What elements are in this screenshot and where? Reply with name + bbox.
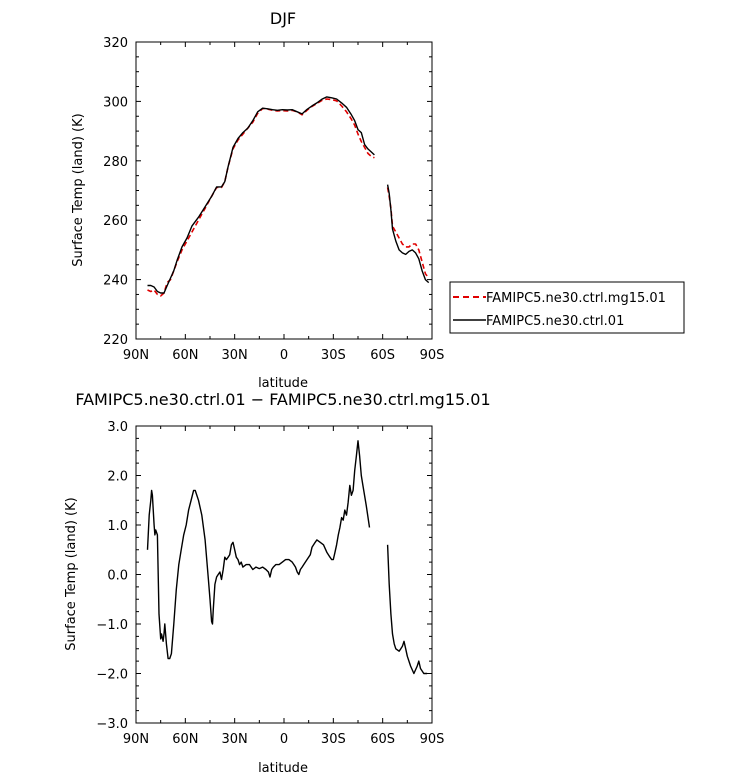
- bottom-y-tick-label: 2.0: [107, 470, 128, 485]
- legend-label-ctrl: FAMIPC5.ne30.ctrl.01: [486, 314, 624, 329]
- bottom-chart-title: FAMIPC5.ne30.ctrl.01 − FAMIPC5.ne30.ctrl…: [75, 390, 490, 409]
- top-x-tick-label: 0: [280, 348, 288, 363]
- bottom-x-tick-label: 60S: [370, 732, 395, 747]
- bottom-x-tick-label: 60N: [172, 732, 198, 747]
- top-y-tick-label: 260: [103, 214, 128, 229]
- legend-box: [449, 281, 685, 334]
- top-y-axis-label: Surface Temp (land) (K): [71, 113, 86, 266]
- bottom-x-tick-label: 90N: [123, 732, 149, 747]
- bottom-x-tick-label: 30S: [321, 732, 346, 747]
- bottom-series-0-line-segment: [146, 440, 371, 660]
- legend: FAMIPC5.ne30.ctrl.mg15.01 FAMIPC5.ne30.c…: [449, 281, 685, 334]
- top-x-tick-label: 30N: [222, 348, 248, 363]
- top-series-1-line-segment: [386, 184, 430, 284]
- bottom-y-tick-label: 0.0: [107, 569, 128, 584]
- bottom-y-tick-label: −1.0: [96, 618, 128, 633]
- top-x-tick-label: 60N: [172, 348, 198, 363]
- bottom-y-tick-label: −3.0: [96, 717, 128, 732]
- top-chart-title: DJF: [270, 9, 296, 28]
- bottom-x-axis-label: latitude: [258, 761, 308, 776]
- bottom-x-tick-label: 0: [280, 732, 288, 747]
- bottom-y-tick-label: 3.0: [107, 420, 128, 435]
- bottom-x-tick-label: 30N: [222, 732, 248, 747]
- bottom-y-tick-label: −2.0: [96, 668, 128, 683]
- top-series-1-line-segment: [147, 96, 375, 294]
- top-y-tick-label: 240: [103, 274, 128, 289]
- top-x-tick-label: 60S: [370, 348, 395, 363]
- top-x-tick-label: 90N: [123, 348, 149, 363]
- top-y-tick-label: 220: [103, 333, 128, 348]
- top-x-tick-label: 90S: [420, 348, 445, 363]
- top-x-tick-label: 30S: [321, 348, 346, 363]
- bottom-axis-ticks: 90N 60N 30N 0 30S 60S 90S −3.0 −2.0 −1.0 0.0 1.0 2.0…: [96, 420, 444, 747]
- top-x-axis-label: latitude: [258, 376, 308, 391]
- top-y-tick-label: 300: [103, 95, 128, 110]
- top-y-tick-label: 280: [103, 155, 128, 170]
- bottom-series-lines: [146, 440, 428, 675]
- bottom-plot-frame: [135, 425, 433, 724]
- bottom-x-tick-label: 90S: [420, 732, 445, 747]
- top-series-lines: [147, 96, 430, 297]
- legend-label-mg15: FAMIPC5.ne30.ctrl.mg15.01: [486, 291, 666, 306]
- bottom-y-axis-label: Surface Temp (land) (K): [64, 497, 79, 650]
- bottom-y-tick-label: 1.0: [107, 519, 128, 534]
- top-y-tick-label: 320: [103, 36, 128, 51]
- bottom-series-0-line-segment: [386, 544, 428, 675]
- top-axis-ticks: 90N 60N 30N 0 30S 60S 90S 220 240 260 280 300 320: [103, 36, 444, 363]
- top-series-0-line-segment: [147, 98, 375, 297]
